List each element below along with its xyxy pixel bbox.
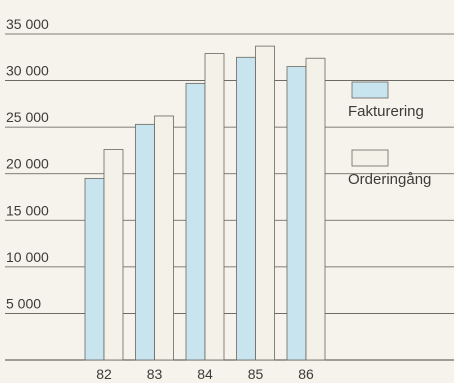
y-axis-tick-labels: 5 000 10 000 15 000 20 000 25 000 30 000 35 00… bbox=[6, 16, 49, 311]
bar-orderingang-83 bbox=[154, 115, 174, 361]
legend: Fakturering Orderingång bbox=[348, 81, 431, 188]
legend-label-fakturering: Fakturering bbox=[348, 103, 424, 120]
y-tick-label: 35 000 bbox=[6, 16, 49, 32]
bar-fakturering-82 bbox=[84, 177, 105, 361]
legend-swatch-fakturering bbox=[351, 81, 389, 99]
x-tick-label: 86 bbox=[298, 366, 314, 382]
bar-fakturering-84 bbox=[185, 82, 206, 361]
bar-fakturering-85 bbox=[236, 56, 256, 361]
y-tick-label: 5 000 bbox=[6, 295, 41, 311]
legend-swatch-orderingang bbox=[351, 149, 389, 167]
y-tick-label: 25 000 bbox=[6, 109, 49, 125]
bar-fakturering-86 bbox=[286, 66, 307, 361]
y-tick-label: 10 000 bbox=[6, 249, 49, 265]
bar-orderingang-86 bbox=[305, 57, 326, 361]
y-tick-label: 20 000 bbox=[6, 156, 49, 172]
gridlines bbox=[5, 33, 454, 361]
x-axis-tick-labels: 82 83 84 85 86 bbox=[96, 366, 314, 382]
y-tick-label: 30 000 bbox=[6, 63, 49, 79]
bar-orderingang-84 bbox=[204, 53, 225, 361]
x-tick-label: 84 bbox=[197, 366, 213, 382]
y-tick-label: 15 000 bbox=[6, 202, 49, 218]
x-tick-label: 82 bbox=[96, 366, 112, 382]
bar-orderingang-85 bbox=[255, 45, 275, 361]
bar-orderingang-82 bbox=[103, 149, 124, 361]
bar-fakturering-83 bbox=[135, 123, 155, 361]
legend-label-orderingang: Orderingång bbox=[348, 171, 431, 188]
x-tick-label: 85 bbox=[248, 366, 264, 382]
x-tick-label: 83 bbox=[147, 366, 163, 382]
bars bbox=[84, 45, 326, 361]
